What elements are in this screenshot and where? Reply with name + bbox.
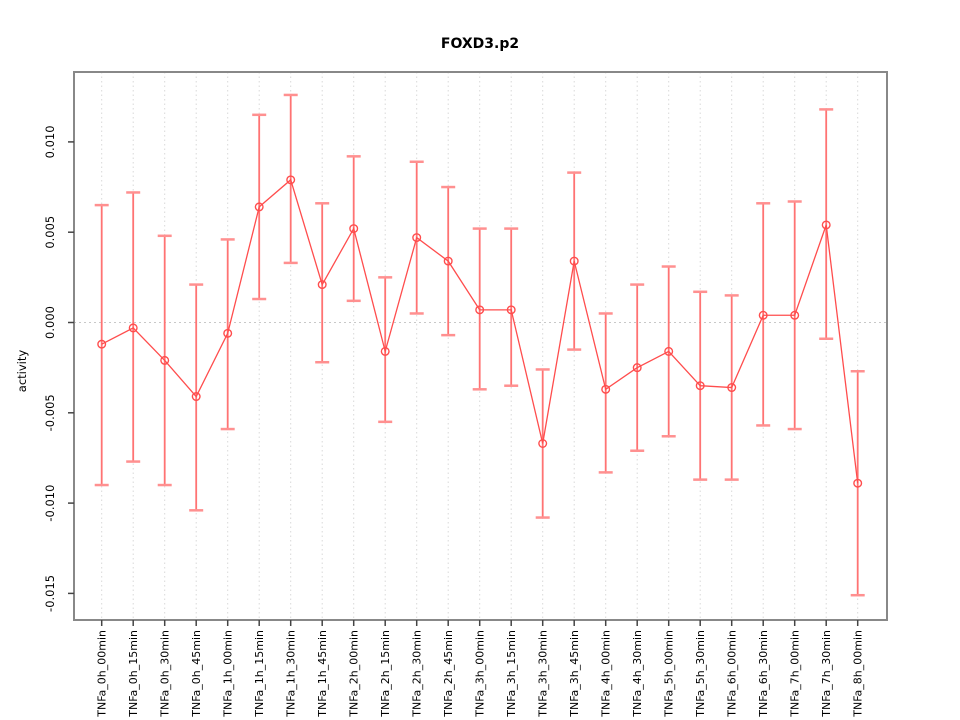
x-tick-label: TNFa_3h_00min <box>474 630 487 718</box>
data-point <box>632 363 642 373</box>
data-point <box>317 280 327 290</box>
x-tick-label: TNFa_0h_30min <box>159 630 172 718</box>
x-tick-label: TNFa_2h_15min <box>379 630 392 718</box>
data-point <box>601 384 611 394</box>
data-point <box>538 439 548 449</box>
y-tick-label: 0.005 <box>43 216 57 249</box>
data-point <box>160 355 170 365</box>
chart-title: FOXD3.p2 <box>440 36 520 52</box>
data-point <box>664 346 674 356</box>
x-tick-label: TNFa_1h_30min <box>285 630 298 718</box>
x-tick-label: TNFa_6h_30min <box>757 630 770 718</box>
x-tick-label: TNFa_0h_00min <box>96 630 109 718</box>
y-tick-label: -0.005 <box>43 394 57 431</box>
data-point <box>443 256 453 266</box>
x-tick-label: TNFa_4h_00min <box>600 630 613 718</box>
x-tick-label: TNFa_5h_30min <box>694 630 707 718</box>
x-tick-label: TNFa_1h_45min <box>316 630 329 718</box>
x-tick-label: TNFa_0h_15min <box>127 630 140 718</box>
y-tick-label: 0.000 <box>43 306 57 339</box>
y-tick-label: -0.015 <box>43 575 57 612</box>
x-tick-label: TNFa_4h_30min <box>631 630 644 718</box>
x-tick-label: TNFa_7h_30min <box>820 630 833 718</box>
data-point <box>286 175 296 185</box>
x-tick-label: TNFa_1h_00min <box>222 630 235 718</box>
data-point <box>97 339 107 349</box>
data-line <box>101 178 859 484</box>
x-tick-label: TNFa_2h_45min <box>442 630 455 718</box>
data-point <box>254 202 264 212</box>
x-tick-label: TNFa_3h_45min <box>568 630 581 718</box>
data-point <box>380 346 390 356</box>
y-axis-label: activity <box>15 350 29 393</box>
data-point <box>191 392 201 402</box>
data-point <box>506 305 516 315</box>
y-tick-label: -0.010 <box>43 485 57 522</box>
x-tick-label: TNFa_2h_00min <box>348 630 361 718</box>
data-point <box>821 220 831 230</box>
x-tick-label: TNFa_0h_45min <box>190 630 203 718</box>
data-point <box>727 383 737 393</box>
x-tick-label: TNFa_5h_00min <box>663 630 676 718</box>
data-point <box>853 478 863 488</box>
x-tick-label: TNFa_8h_00min <box>852 630 865 718</box>
x-tick-label: TNFa_2h_30min <box>411 630 424 718</box>
data-point <box>790 310 800 320</box>
x-tick-label: TNFa_3h_30min <box>537 630 550 718</box>
plot-border <box>73 71 888 621</box>
data-point <box>475 305 485 315</box>
data-point <box>695 381 705 391</box>
x-tick-label: TNFa_7h_00min <box>789 630 802 718</box>
x-tick-label: TNFa_3h_15min <box>505 630 518 718</box>
y-tick-label: 0.010 <box>43 125 57 158</box>
x-tick-label: TNFa_6h_00min <box>726 630 739 718</box>
data-point <box>128 323 138 333</box>
data-point <box>569 256 579 266</box>
data-point <box>223 328 233 338</box>
data-point <box>412 233 422 243</box>
data-point <box>349 224 359 234</box>
x-tick-label: TNFa_1h_15min <box>253 630 266 718</box>
data-point <box>758 310 768 320</box>
